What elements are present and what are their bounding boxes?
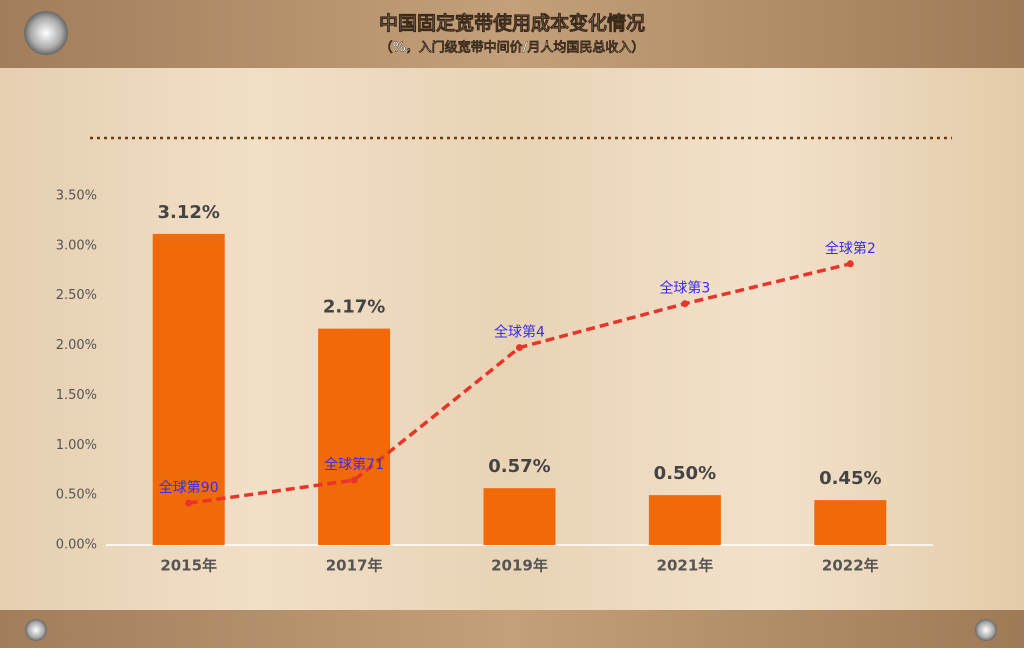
bar (814, 500, 887, 545)
y-tick-label: 0.50% (56, 488, 97, 503)
bar (483, 488, 556, 545)
y-tick-label: 1.00% (56, 438, 97, 453)
y-tick-label: 2.50% (56, 288, 97, 303)
top-board (0, 0, 1024, 68)
point-label: 全球第3 (659, 280, 710, 297)
x-tick-label: 2019年 (491, 557, 548, 575)
x-tick-label: 2021年 (657, 557, 714, 575)
bar (648, 495, 721, 545)
screw (975, 619, 997, 641)
y-tick-label: 0.00% (56, 538, 97, 553)
screw (24, 11, 68, 55)
chart-title: 中国固定宽带使用成本变化情况 (379, 12, 645, 35)
data-label: 0.57% (488, 456, 550, 477)
line-point (681, 300, 689, 308)
point-label: 全球第90 (159, 479, 219, 496)
point-label: 全球第71 (324, 456, 384, 473)
data-label: 2.17% (323, 297, 385, 318)
point-label: 全球第4 (494, 324, 545, 341)
line-point (185, 499, 193, 507)
y-tick-label: 3.50% (56, 189, 97, 204)
line-point (846, 260, 854, 268)
y-tick-label: 2.00% (56, 338, 97, 353)
bottom-board (0, 610, 1024, 648)
data-label: 0.50% (654, 463, 716, 484)
line-point (516, 344, 523, 352)
data-label: 0.45% (819, 468, 881, 489)
y-tick-label: 1.50% (56, 388, 97, 403)
bar (318, 328, 391, 545)
line-point (350, 476, 358, 484)
chart-subtitle: （%，入门级宽带中间价/月人均国民总收入） (380, 40, 645, 56)
point-label: 全球第2 (825, 240, 876, 257)
x-tick-label: 2015年 (160, 557, 217, 575)
x-tick-label: 2022年 (822, 557, 879, 575)
bar (152, 233, 225, 546)
data-label: 3.12% (157, 202, 219, 223)
screw (25, 619, 47, 641)
x-tick-label: 2017年 (326, 557, 383, 575)
y-tick-label: 3.00% (56, 238, 97, 253)
